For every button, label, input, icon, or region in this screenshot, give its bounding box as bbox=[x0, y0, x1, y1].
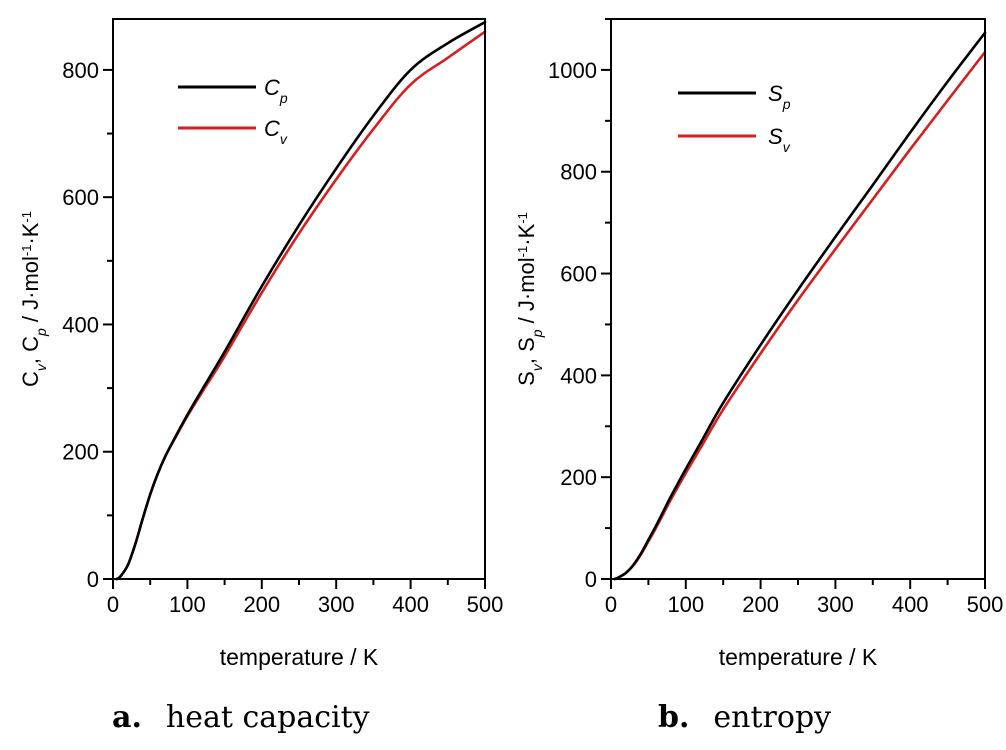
y-tick-label: 600 bbox=[62, 185, 99, 210]
x-tick-label: 300 bbox=[817, 592, 854, 617]
y-tick-label: 800 bbox=[560, 160, 597, 185]
x-tick-label: 400 bbox=[892, 592, 929, 617]
legend-label-sp: Sp bbox=[768, 81, 791, 112]
panel-b-plot-frame bbox=[610, 18, 986, 580]
panel-b-tick-labels: 0 100 200 300 400 500 0 200 400 600 800 1000 bbox=[548, 58, 1003, 617]
panel-b-entropy: 0 100 200 300 400 500 0 200 400 600 800 1000 temper… bbox=[514, 18, 1003, 735]
x-tick-label: 0 bbox=[107, 592, 119, 617]
x-tick-label: 400 bbox=[392, 592, 429, 617]
series-line-sp bbox=[613, 31, 987, 581]
x-tick-label: 100 bbox=[667, 592, 704, 617]
legend-label-cv: Cv bbox=[264, 116, 288, 147]
y-tick-label: 200 bbox=[560, 465, 597, 490]
legend-label-cp: Cp bbox=[264, 75, 288, 106]
panel-b-legend: Sp Sv bbox=[678, 81, 791, 155]
x-tick-label: 200 bbox=[243, 592, 280, 617]
y-tick-label: 600 bbox=[560, 262, 597, 287]
panel-a-plot-frame bbox=[112, 18, 486, 580]
x-tick-label: 300 bbox=[318, 592, 355, 617]
panel-a-legend: Cp Cv bbox=[178, 75, 288, 147]
panel-b-y-axis-label: Sv, Sp / J·mol-1·K-1 bbox=[514, 212, 545, 386]
x-tick-label: 100 bbox=[169, 592, 206, 617]
panel-b-ticks bbox=[601, 18, 986, 589]
y-tick-label: 0 bbox=[585, 567, 597, 592]
panel-a-heat-capacity: 0 100 200 300 400 500 0 200 400 600 800 temperatur… bbox=[18, 18, 503, 735]
panel-b-lines bbox=[613, 31, 987, 581]
x-tick-label: 0 bbox=[605, 592, 617, 617]
panel-a-x-axis-label: temperature / K bbox=[220, 644, 379, 670]
panel-a-tick-labels: 0 100 200 300 400 500 0 200 400 600 800 bbox=[62, 58, 503, 617]
y-tick-label: 200 bbox=[62, 440, 99, 465]
series-line-cp bbox=[115, 20, 487, 581]
panel-a-ticks bbox=[103, 68, 486, 589]
y-tick-label: 0 bbox=[87, 567, 99, 592]
legend-label-sv: Sv bbox=[768, 124, 791, 155]
x-tick-label: 500 bbox=[467, 592, 504, 617]
panel-b-x-axis-label: temperature / K bbox=[719, 644, 878, 670]
y-tick-label: 1000 bbox=[548, 58, 597, 83]
y-tick-label: 800 bbox=[62, 58, 99, 83]
y-tick-label: 400 bbox=[62, 312, 99, 337]
x-tick-label: 200 bbox=[742, 592, 779, 617]
x-tick-label: 500 bbox=[967, 592, 1004, 617]
panel-a-lines bbox=[115, 20, 487, 581]
y-tick-label: 400 bbox=[560, 363, 597, 388]
panel-a-caption: a. heat capacity bbox=[112, 700, 370, 735]
panel-b-caption: b. entropy bbox=[658, 700, 831, 735]
series-line-cv bbox=[115, 30, 487, 581]
panel-a-y-axis-label: Cv, Cp / J·mol-1·K-1 bbox=[18, 211, 49, 387]
